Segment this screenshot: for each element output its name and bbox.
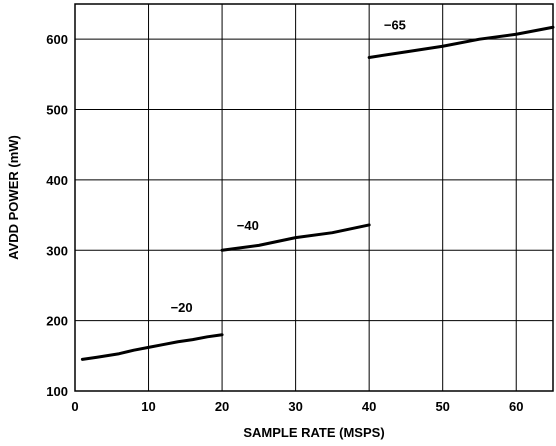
series-label: −20 [171, 300, 193, 315]
series-line [80, 333, 224, 361]
y-tick-label: 600 [46, 32, 68, 47]
series-label: −65 [384, 18, 406, 33]
x-axis-label: SAMPLE RATE (MSPS) [243, 425, 384, 440]
series-label: −40 [237, 218, 259, 233]
x-tick-label: 10 [141, 399, 155, 414]
x-tick-label: 0 [71, 399, 78, 414]
series-labels: −20 −40 −65 [163, 16, 414, 316]
series-label-background [229, 217, 267, 235]
series-line [220, 223, 371, 252]
x-tick-label: 50 [435, 399, 449, 414]
series-lines [80, 25, 555, 361]
series-label-background [376, 16, 414, 34]
plot-frame [74, 3, 554, 392]
x-tick-label: 40 [362, 399, 376, 414]
y-tick-label: 400 [46, 173, 68, 188]
grid [75, 4, 553, 391]
y-axis-label: AVDD POWER (mW) [6, 135, 21, 260]
tick-labels: 0 10 20 30 40 50 60 100 200 300 400 500 600 [46, 32, 523, 414]
x-tick-label: 60 [509, 399, 523, 414]
y-tick-label: 100 [46, 384, 68, 399]
series-label-background [163, 298, 201, 316]
x-tick-label: 20 [215, 399, 229, 414]
y-tick-label: 500 [46, 103, 68, 118]
y-tick-label: 200 [46, 314, 68, 329]
series-line [367, 25, 555, 59]
y-tick-label: 300 [46, 243, 68, 258]
x-tick-label: 30 [288, 399, 302, 414]
